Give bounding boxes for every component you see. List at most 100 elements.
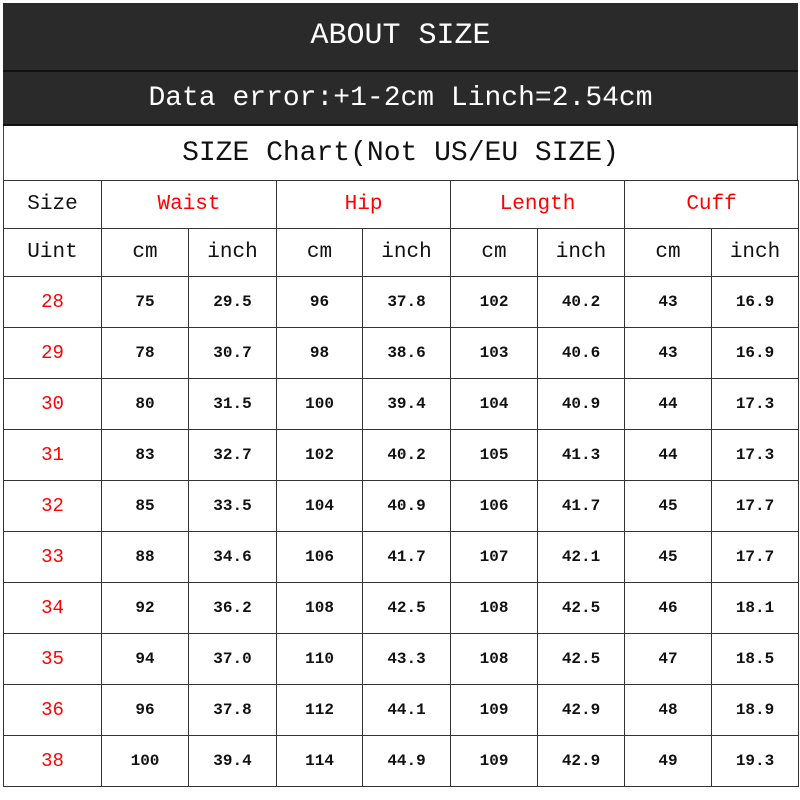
hip-inch-cell: 40.2 (362, 429, 452, 481)
waist-cm-cell: 85 (101, 480, 189, 532)
length-inch-cell: 42.9 (537, 684, 626, 736)
waist-inch-cell: 34.6 (187, 531, 278, 583)
length-inch-cell: 40.9 (537, 378, 626, 430)
length-inch-cell: 42.5 (537, 633, 626, 685)
chart-title: SIZE Chart(Not US/EU SIZE) (3, 126, 798, 180)
cm-header: cm (450, 228, 539, 277)
size-cell: 34 (3, 582, 102, 634)
length-cm-cell: 108 (450, 582, 539, 634)
hip-inch-cell: 39.4 (362, 378, 452, 430)
about-size-header: ABOUT SIZE (3, 3, 798, 72)
waist-inch-cell: 33.5 (187, 480, 278, 532)
cuff-inch-cell: 19.3 (711, 735, 800, 787)
length-inch-cell: 41.7 (537, 480, 626, 532)
size-cell: 35 (3, 633, 102, 685)
hip-cm-cell: 106 (276, 531, 364, 583)
table-row: 30 80 31.5 100 39.4 104 40.9 44 17.3 (3, 378, 800, 430)
length-cm-cell: 107 (450, 531, 539, 583)
waist-inch-cell: 37.0 (187, 633, 278, 685)
inch-header: inch (187, 228, 278, 277)
cuff-cm-cell: 43 (624, 327, 713, 379)
table-row: 28 75 29.5 96 37.8 102 40.2 43 16.9 (3, 276, 800, 328)
cuff-inch-cell: 16.9 (711, 327, 800, 379)
length-inch-cell: 40.6 (537, 327, 626, 379)
hip-header: Hip (276, 180, 452, 229)
length-cm-cell: 103 (450, 327, 539, 379)
length-inch-cell: 42.5 (537, 582, 626, 634)
cuff-cm-cell: 46 (624, 582, 713, 634)
waist-inch-cell: 39.4 (187, 735, 278, 787)
table-row: 29 78 30.7 98 38.6 103 40.6 43 16.9 (3, 327, 800, 379)
length-inch-cell: 41.3 (537, 429, 626, 481)
inch-header: inch (362, 228, 452, 277)
size-chart: ABOUT SIZE Data error:+1-2cm Linch=2.54c… (3, 3, 800, 787)
cuff-inch-cell: 17.7 (711, 531, 800, 583)
table-row: 34 92 36.2 108 42.5 108 42.5 46 18.1 (3, 582, 800, 634)
hip-cm-cell: 100 (276, 378, 364, 430)
length-cm-cell: 106 (450, 480, 539, 532)
size-cell: 28 (3, 276, 102, 328)
inch-header: inch (711, 228, 800, 277)
size-cell: 36 (3, 684, 102, 736)
size-table: Size Waist Hip Length Cuff Uint cm inch … (3, 180, 800, 787)
cuff-header: Cuff (624, 180, 800, 229)
hip-inch-cell: 42.5 (362, 582, 452, 634)
table-row: 32 85 33.5 104 40.9 106 41.7 45 17.7 (3, 480, 800, 532)
waist-cm-cell: 96 (101, 684, 189, 736)
length-inch-cell: 42.1 (537, 531, 626, 583)
waist-inch-cell: 37.8 (187, 684, 278, 736)
cuff-cm-cell: 43 (624, 276, 713, 328)
cuff-inch-cell: 18.9 (711, 684, 800, 736)
table-row: 33 88 34.6 106 41.7 107 42.1 45 17.7 (3, 531, 800, 583)
cuff-cm-cell: 44 (624, 378, 713, 430)
length-cm-cell: 105 (450, 429, 539, 481)
cuff-cm-cell: 44 (624, 429, 713, 481)
length-cm-cell: 109 (450, 684, 539, 736)
waist-inch-cell: 30.7 (187, 327, 278, 379)
length-cm-cell: 104 (450, 378, 539, 430)
size-cell: 38 (3, 735, 102, 787)
length-cm-cell: 108 (450, 633, 539, 685)
cm-header: cm (624, 228, 713, 277)
inch-header: inch (537, 228, 626, 277)
waist-inch-cell: 31.5 (187, 378, 278, 430)
waist-inch-cell: 32.7 (187, 429, 278, 481)
hip-cm-cell: 104 (276, 480, 364, 532)
cuff-cm-cell: 48 (624, 684, 713, 736)
cuff-inch-cell: 17.3 (711, 429, 800, 481)
table-row: 35 94 37.0 110 43.3 108 42.5 47 18.5 (3, 633, 800, 685)
hip-inch-cell: 38.6 (362, 327, 452, 379)
length-inch-cell: 40.2 (537, 276, 626, 328)
hip-cm-cell: 112 (276, 684, 364, 736)
waist-cm-cell: 100 (101, 735, 189, 787)
cm-header: cm (101, 228, 189, 277)
waist-cm-cell: 78 (101, 327, 189, 379)
cuff-cm-cell: 45 (624, 531, 713, 583)
cuff-inch-cell: 16.9 (711, 276, 800, 328)
hip-inch-cell: 40.9 (362, 480, 452, 532)
size-cell: 33 (3, 531, 102, 583)
size-cell: 29 (3, 327, 102, 379)
cuff-inch-cell: 17.7 (711, 480, 800, 532)
table-row: 38 100 39.4 114 44.9 109 42.9 49 19.3 (3, 735, 800, 787)
hip-cm-cell: 114 (276, 735, 364, 787)
hip-inch-cell: 44.9 (362, 735, 452, 787)
table-row: 36 96 37.8 112 44.1 109 42.9 48 18.9 (3, 684, 800, 736)
data-error-note: Data error:+1-2cm Linch=2.54cm (3, 72, 798, 126)
cuff-inch-cell: 17.3 (711, 378, 800, 430)
hip-inch-cell: 41.7 (362, 531, 452, 583)
waist-inch-cell: 36.2 (187, 582, 278, 634)
cuff-inch-cell: 18.1 (711, 582, 800, 634)
size-cell: 30 (3, 378, 102, 430)
hip-cm-cell: 108 (276, 582, 364, 634)
length-inch-cell: 42.9 (537, 735, 626, 787)
cuff-inch-cell: 18.5 (711, 633, 800, 685)
waist-cm-cell: 75 (101, 276, 189, 328)
length-header: Length (450, 180, 626, 229)
table-row: 31 83 32.7 102 40.2 105 41.3 44 17.3 (3, 429, 800, 481)
waist-cm-cell: 80 (101, 378, 189, 430)
waist-inch-cell: 29.5 (187, 276, 278, 328)
cuff-cm-cell: 47 (624, 633, 713, 685)
group-header-row: Size Waist Hip Length Cuff (3, 180, 800, 229)
hip-cm-cell: 102 (276, 429, 364, 481)
